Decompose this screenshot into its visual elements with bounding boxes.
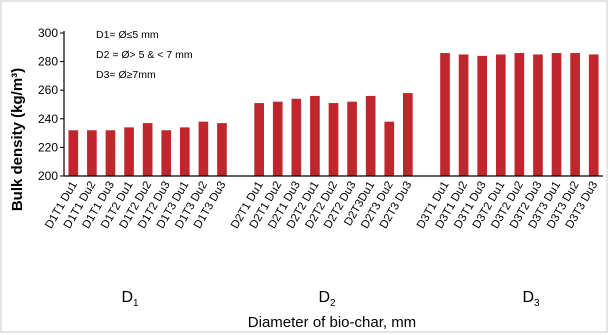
y-axis-label: Bulk density (kg/m³) xyxy=(9,68,26,211)
group-label: D1 xyxy=(121,289,139,309)
legend-entry: D3= Ø≥7mm xyxy=(96,69,156,81)
bar xyxy=(588,54,599,177)
bar xyxy=(328,103,339,176)
group-label: D3 xyxy=(522,289,540,309)
bars-layer xyxy=(68,53,599,177)
bar xyxy=(87,130,97,176)
legend-entry: D2 = Ø> 5 & < 7 mm xyxy=(96,49,193,61)
y-tick-label: 280 xyxy=(38,55,58,69)
bar xyxy=(458,54,469,177)
bar xyxy=(142,123,153,176)
bar xyxy=(310,95,320,176)
bar xyxy=(68,130,79,176)
y-tick-labels: 200 220 240 260 280 300 xyxy=(38,26,64,183)
bar xyxy=(495,54,506,177)
bar xyxy=(551,53,562,176)
bar xyxy=(217,123,227,176)
group-labels: D1 D2 D3 xyxy=(121,289,540,309)
y-tick-label: 300 xyxy=(38,26,58,40)
bar xyxy=(514,53,525,176)
bar xyxy=(347,101,357,176)
bar xyxy=(179,127,190,176)
y-tick-label: 240 xyxy=(38,112,58,126)
bar xyxy=(384,121,395,176)
bar xyxy=(533,54,543,177)
bar xyxy=(161,130,172,176)
bar xyxy=(254,103,264,176)
axes-layer xyxy=(63,31,603,177)
legend: D1= Ø≤5 mm D2 = Ø> 5 & < 7 mm D3= Ø≥7mm xyxy=(96,29,193,81)
bar xyxy=(403,93,413,176)
bar xyxy=(570,53,580,176)
y-tick-label: 260 xyxy=(38,83,58,97)
y-tick-label: 200 xyxy=(38,169,58,183)
bar xyxy=(272,101,283,176)
x-axis-label: Diameter of bio-char, mm xyxy=(248,314,416,331)
y-tick-label: 220 xyxy=(38,140,58,154)
bar xyxy=(291,98,302,176)
group-label: D2 xyxy=(318,289,336,309)
legend-entry: D1= Ø≤5 mm xyxy=(96,29,159,41)
bar xyxy=(198,121,209,176)
bar xyxy=(477,55,488,176)
bar xyxy=(124,127,134,176)
bar xyxy=(105,130,116,176)
bar xyxy=(440,53,450,176)
bar xyxy=(365,95,376,176)
